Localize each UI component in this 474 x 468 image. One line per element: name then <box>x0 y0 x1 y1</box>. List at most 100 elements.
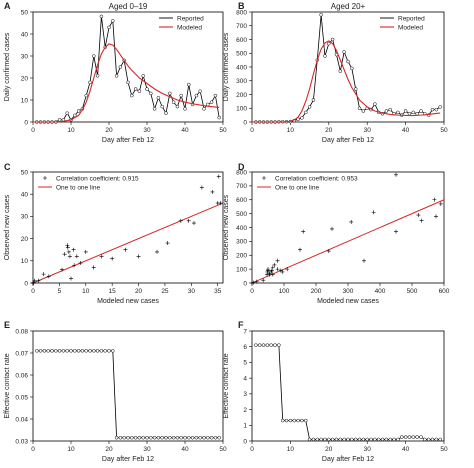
data-point <box>304 110 308 115</box>
scatter-point <box>394 229 398 234</box>
data-point <box>411 435 416 439</box>
data-point <box>73 349 77 353</box>
data-point <box>380 437 385 442</box>
data-point <box>307 105 312 109</box>
data-point <box>141 435 145 440</box>
x-tick-label: 10 <box>82 288 90 295</box>
y-tick-label: 500 <box>236 211 247 218</box>
x-tick-label: 0 <box>31 288 35 295</box>
data-point <box>202 435 206 440</box>
data-point <box>415 435 419 439</box>
data-point <box>346 59 350 64</box>
data-point <box>396 110 400 115</box>
data-point <box>323 437 327 442</box>
data-point <box>426 437 431 442</box>
data-point <box>277 343 281 347</box>
scatter-point <box>270 272 275 277</box>
data-point <box>179 435 183 440</box>
data-point <box>99 349 104 353</box>
scatter-point <box>371 210 376 215</box>
data-point <box>342 437 346 442</box>
scatter-point <box>275 267 280 272</box>
data-point <box>353 87 358 91</box>
data-point <box>357 106 362 110</box>
data-point <box>330 437 335 442</box>
scatter-point <box>123 247 128 252</box>
x-tick-label: 500 <box>407 288 418 295</box>
y-tick-label: 0 <box>24 119 28 126</box>
data-point <box>300 116 304 120</box>
data-point <box>61 349 66 353</box>
x-tick-label: 20 <box>135 288 143 295</box>
y-tick-label: 0.07 <box>15 350 28 357</box>
data-point <box>152 107 157 111</box>
data-point <box>92 349 96 353</box>
data-point <box>346 437 350 442</box>
data-point <box>334 437 339 442</box>
scatter-point <box>36 278 41 283</box>
y-tick-label: 0 <box>243 119 247 126</box>
data-point <box>122 435 126 440</box>
y-axis-label: Effective contact rate <box>223 353 230 418</box>
plot-frame <box>32 11 224 123</box>
data-point <box>179 93 183 98</box>
y-tick-label: 800 <box>236 9 247 16</box>
one-to-one-line <box>32 202 224 284</box>
legend-label: Modeled <box>398 24 423 31</box>
data-point <box>434 107 439 112</box>
data-point <box>319 13 323 17</box>
y-tick-label: 20 <box>21 75 29 82</box>
scatter-point <box>301 229 306 234</box>
scatter-point <box>432 197 437 202</box>
legend-label: Reported <box>177 15 204 22</box>
data-point <box>126 80 130 85</box>
x-tick-label: 0 <box>250 127 254 134</box>
y-tick-label: 20 <box>21 236 29 243</box>
data-point <box>400 435 404 439</box>
x-tick-label: 0 <box>250 288 254 295</box>
panel-d: D 0 100 200 300 400 500 600 0 100 200 300 400 500 600 7… <box>223 162 450 305</box>
panel-label: F <box>238 320 244 330</box>
y-tick-label: 0 <box>24 280 28 287</box>
data-point <box>57 118 62 122</box>
data-point <box>315 437 320 442</box>
y-tick-label: 0 <box>243 280 247 287</box>
legend-swatch-points <box>43 176 47 180</box>
data-point <box>137 89 142 93</box>
panel-label: A <box>4 1 11 11</box>
data-point <box>114 74 119 78</box>
data-point <box>327 437 331 442</box>
x-tick-label: 30 <box>364 446 372 453</box>
one-to-one-line <box>251 199 445 284</box>
data-point <box>99 14 104 19</box>
data-point <box>95 349 100 353</box>
y-tick-label: 40 <box>21 31 29 38</box>
y-tick-label: 0.04 <box>15 416 28 423</box>
series-line <box>36 350 220 439</box>
data-point <box>342 50 346 54</box>
scatter-point <box>32 278 37 283</box>
data-point <box>438 437 442 442</box>
data-point <box>209 100 214 104</box>
data-point <box>107 349 111 353</box>
data-point <box>141 74 145 78</box>
data-point <box>88 349 92 353</box>
panel-f: F 0 10 20 30 40 50 0 1 2 3 4 5 6 7 Day after Feb 12 Effe… <box>223 320 448 463</box>
data-point <box>284 418 289 423</box>
y-tick-label: 400 <box>236 225 247 232</box>
data-point <box>292 418 296 423</box>
data-point <box>323 54 327 58</box>
data-point <box>311 437 316 442</box>
modeled-line <box>252 40 441 123</box>
legend: Correlation coefficient: 0.953 One to one… <box>257 175 358 191</box>
scatter-point <box>330 226 334 231</box>
panel-label: C <box>4 162 11 172</box>
scatter-point <box>66 249 71 254</box>
scatter-point <box>78 261 83 266</box>
y-tick-label: 10 <box>21 97 29 104</box>
legend: Correlation coefficient: 0.915 One to one… <box>38 175 139 191</box>
legend-label: Correlation coefficient: 0.915 <box>56 175 139 182</box>
panel-b: B Aged 20+0 10 20 30 40 5001002003004005006007… <box>223 1 448 144</box>
panel-e: E 0 10 20 30 40 50 0.03 0.04 0.05 0.06 0.07 0.08 Day … <box>4 320 227 463</box>
panel-label: D <box>238 162 245 172</box>
